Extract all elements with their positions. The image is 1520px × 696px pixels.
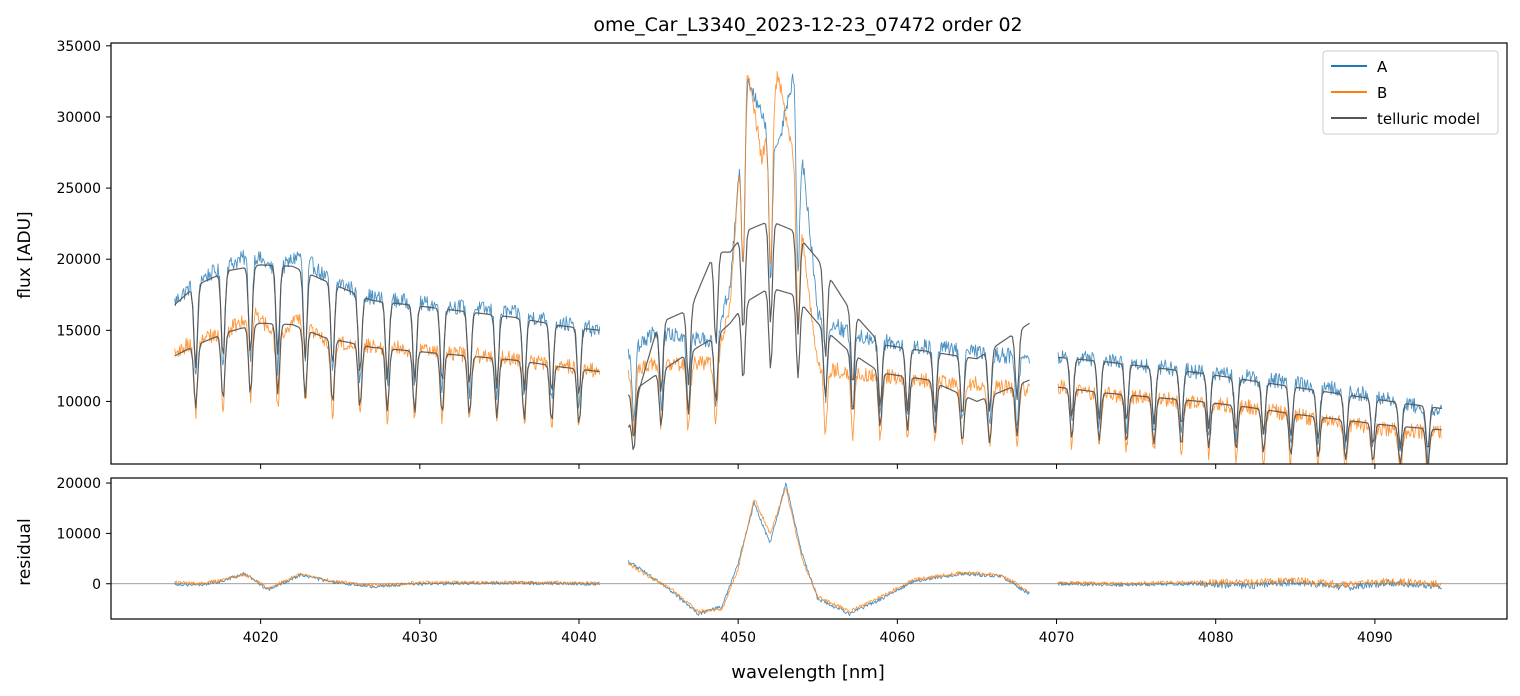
legend-box <box>1322 50 1499 135</box>
bottom-ylabel: residual <box>15 518 35 585</box>
residual-xtick-label: 4080 <box>1198 630 1234 646</box>
residual-xtick-label: 4090 <box>1357 630 1393 646</box>
residual-series-group <box>111 482 1507 617</box>
residual-xtick-label: 4070 <box>1039 630 1075 646</box>
flux-series-a-seg2 <box>627 73 1030 426</box>
residual-series-b-seg1 <box>174 572 600 590</box>
flux-ytick-label: 25000 <box>56 181 101 197</box>
chart-title: ome_Car_L3340_2023-12-23_07472 order 02 <box>593 14 1022 36</box>
flux-ytick-label: 30000 <box>56 110 101 126</box>
residual-xtick-label: 4050 <box>720 630 756 646</box>
residual-xtick-label: 4030 <box>402 630 438 646</box>
flux-series-telluric-model-seg2 <box>627 222 1030 451</box>
legend: A B telluric model <box>1322 50 1499 135</box>
flux-panel: 10000 15000 20000 25000 30000 35000 <box>56 39 1508 469</box>
flux-series-a-seg1 <box>174 249 601 409</box>
residual-ytick-label: 0 <box>92 577 101 593</box>
flux-series-telluric-model-seg2 <box>627 289 1030 444</box>
flux-ytick-label: 15000 <box>56 323 101 339</box>
residual-xtick-label: 4020 <box>243 630 279 646</box>
flux-series-b-seg3 <box>1057 379 1442 464</box>
residual-panel: 0 10000 20000 4020 4030 4040 4050 4060 4070 4080 4… <box>56 476 1508 646</box>
flux-ytick-label: 20000 <box>56 252 101 268</box>
legend-label-telluric: telluric model <box>1377 110 1480 128</box>
residual-series-b-seg3 <box>1057 577 1443 589</box>
residual-xtick-label: 4040 <box>561 630 597 646</box>
flux-ytick-label: 10000 <box>56 394 101 410</box>
residual-series-b-seg2 <box>627 488 1030 614</box>
residual-ytick-label: 10000 <box>56 526 101 542</box>
residual-xtick-label: 4060 <box>880 630 916 646</box>
top-ylabel: flux [ADU] <box>15 211 35 298</box>
flux-frame <box>110 42 1508 465</box>
flux-series-telluric-model-seg1 <box>174 264 600 394</box>
residual-ytick-label: 20000 <box>56 476 101 492</box>
flux-series-b-seg2 <box>627 71 1030 448</box>
legend-label-b: B <box>1377 84 1387 102</box>
flux-series-group <box>174 71 1443 464</box>
xlabel: wavelength [nm] <box>731 662 885 683</box>
flux-series-telluric-model-seg3 <box>1058 386 1442 464</box>
flux-series-telluric-model-seg1 <box>174 322 600 423</box>
legend-label-a: A <box>1377 58 1388 76</box>
residual-series-a-seg2 <box>627 482 1030 617</box>
residual-frame <box>110 477 1508 620</box>
flux-series-telluric-model-seg3 <box>1058 356 1442 449</box>
flux-ytick-label: 35000 <box>56 39 101 55</box>
